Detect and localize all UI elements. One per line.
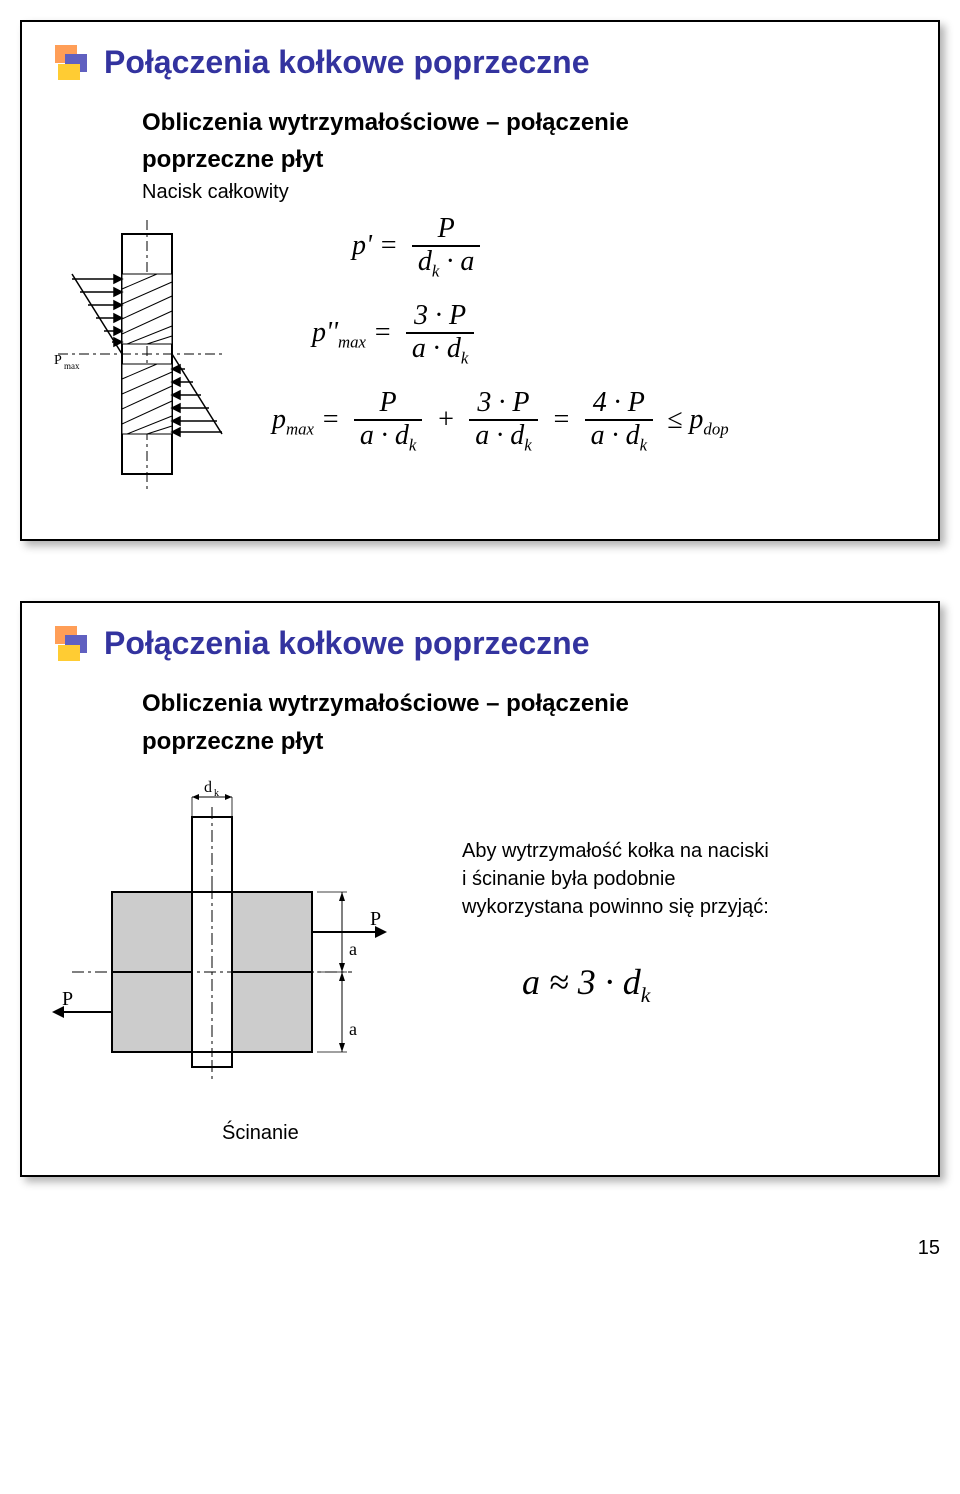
slide1-content: P max p' = Pdk · a p''ma bbox=[52, 214, 908, 509]
body-line3: wykorzystana powinno się przyjąć: bbox=[462, 893, 769, 921]
slide2-title-row: Połączenia kołkowe poprzeczne bbox=[52, 623, 908, 663]
bullet-icon bbox=[52, 623, 92, 663]
slide1-diagram: P max bbox=[52, 214, 232, 509]
slide1-subtitle2: poprzeczne płyt bbox=[142, 144, 908, 175]
scinanie-label: Ścinanie bbox=[222, 1122, 422, 1145]
slide1-label: Nacisk całkowity bbox=[142, 181, 908, 204]
svg-text:d: d bbox=[204, 779, 212, 796]
slide2-diagram: d k bbox=[52, 777, 422, 1145]
svg-text:P: P bbox=[62, 988, 73, 1010]
slide2-subtitle2: poprzeczne płyt bbox=[142, 726, 908, 757]
slide2-title: Połączenia kołkowe poprzeczne bbox=[104, 625, 589, 662]
page-number: 15 bbox=[20, 1237, 940, 1260]
svg-text:max: max bbox=[64, 361, 80, 371]
slide1-subtitle1: Obliczenia wytrzymałościowe – połączenie bbox=[142, 107, 908, 138]
slide2-right: Aby wytrzymałość kołka na naciski i ścin… bbox=[422, 777, 769, 1028]
formula-pmax: pmax = Pa · dk + 3 · Pa · dk = 4 · Pa · … bbox=[272, 388, 908, 455]
svg-text:a: a bbox=[349, 939, 357, 959]
slide1-formulas: p' = Pdk · a p''max = 3 · Pa · dk pmax =… bbox=[232, 214, 908, 475]
body-line2: i ścinanie była podobnie bbox=[462, 865, 769, 893]
slide1-title-row: Połączenia kołkowe poprzeczne bbox=[52, 42, 908, 82]
slide2-content: d k bbox=[52, 777, 908, 1145]
body-line1: Aby wytrzymałość kołka na naciski bbox=[462, 837, 769, 865]
slide-2: Połączenia kołkowe poprzeczne Obliczenia… bbox=[20, 601, 940, 1176]
slide2-subtitle1: Obliczenia wytrzymałościowe – połączenie bbox=[142, 688, 908, 719]
formula-p-prime: p' = Pdk · a bbox=[352, 214, 908, 281]
svg-text:P: P bbox=[370, 908, 381, 930]
bullet-icon bbox=[52, 42, 92, 82]
formula-a-3dk: a ≈ 3 · dk bbox=[522, 961, 769, 1008]
formula-p-double-prime: p''max = 3 · Pa · dk bbox=[312, 301, 908, 368]
svg-text:P: P bbox=[54, 353, 62, 368]
svg-text:a: a bbox=[349, 1019, 357, 1039]
slide1-title: Połączenia kołkowe poprzeczne bbox=[104, 44, 589, 81]
slide-1: Połączenia kołkowe poprzeczne Obliczenia… bbox=[20, 20, 940, 541]
